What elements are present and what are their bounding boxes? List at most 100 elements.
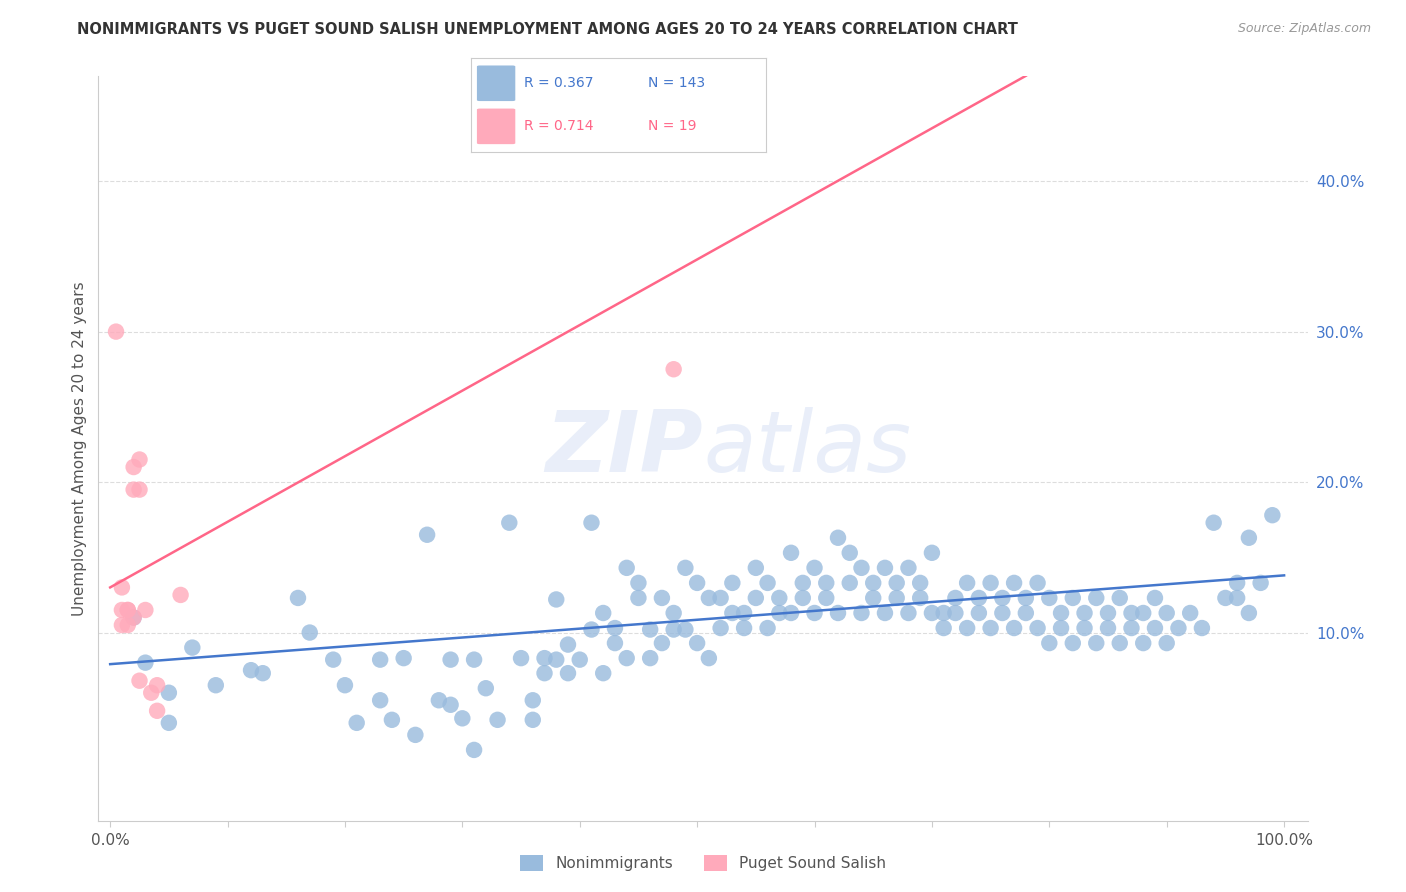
Point: [638, 623, 661, 637]
Point: [122, 483, 145, 497]
Point: [603, 621, 626, 635]
Point: [581, 623, 603, 637]
Point: [404, 728, 426, 742]
Point: [105, 325, 128, 339]
Point: [1237, 606, 1260, 620]
Text: N = 143: N = 143: [648, 77, 706, 90]
Y-axis label: Unemployment Among Ages 20 to 24 years: Unemployment Among Ages 20 to 24 years: [72, 281, 87, 615]
Point: [141, 686, 163, 700]
Point: [117, 603, 139, 617]
Point: [1215, 591, 1237, 605]
Point: [381, 713, 404, 727]
Text: atlas: atlas: [703, 407, 911, 490]
Point: [991, 606, 1014, 620]
Point: [122, 610, 145, 624]
Point: [439, 698, 461, 712]
Point: [252, 666, 274, 681]
Point: [627, 575, 650, 590]
Point: [780, 606, 803, 620]
Point: [1121, 606, 1143, 620]
Point: [815, 591, 838, 605]
Point: [1062, 591, 1084, 605]
Point: [967, 591, 990, 605]
Point: [908, 575, 931, 590]
Point: [1097, 606, 1119, 620]
Point: [697, 651, 720, 665]
Point: [169, 588, 191, 602]
Text: N = 19: N = 19: [648, 120, 696, 133]
Point: [956, 575, 979, 590]
Point: [838, 546, 860, 560]
Point: [815, 575, 838, 590]
Point: [546, 592, 568, 607]
Point: [862, 575, 884, 590]
Point: [1132, 636, 1154, 650]
Point: [522, 713, 544, 727]
Point: [1202, 516, 1225, 530]
Point: [673, 561, 696, 575]
Point: [662, 623, 685, 637]
Point: [721, 606, 744, 620]
Point: [1143, 621, 1166, 635]
Point: [498, 516, 520, 530]
Text: Source: ZipAtlas.com: Source: ZipAtlas.com: [1237, 22, 1371, 36]
Point: [662, 606, 685, 620]
Point: [1226, 575, 1249, 590]
Point: [546, 653, 568, 667]
Point: [1073, 606, 1095, 620]
Point: [157, 686, 180, 700]
Point: [368, 693, 391, 707]
Point: [862, 591, 884, 605]
Point: [117, 618, 139, 632]
Point: [581, 516, 603, 530]
Point: [346, 715, 368, 730]
Point: [122, 460, 145, 475]
Point: [733, 621, 755, 635]
Text: R = 0.367: R = 0.367: [524, 77, 593, 90]
Point: [416, 527, 439, 541]
Point: [627, 591, 650, 605]
Point: [1038, 591, 1060, 605]
Point: [1062, 636, 1084, 650]
Point: [721, 575, 744, 590]
Point: [1121, 621, 1143, 635]
Point: [1085, 636, 1108, 650]
Point: [886, 575, 908, 590]
FancyBboxPatch shape: [477, 109, 516, 145]
Point: [956, 621, 979, 635]
Point: [1167, 621, 1189, 635]
Point: [1026, 575, 1049, 590]
Point: [592, 606, 614, 620]
Point: [333, 678, 356, 692]
Point: [921, 606, 943, 620]
Point: [128, 483, 150, 497]
Point: [792, 575, 814, 590]
Point: [181, 640, 204, 655]
Point: [851, 606, 873, 620]
Point: [486, 713, 509, 727]
Point: [686, 636, 709, 650]
Point: [1156, 636, 1178, 650]
Point: [1015, 606, 1038, 620]
Point: [710, 621, 733, 635]
Point: [616, 561, 638, 575]
Point: [463, 653, 485, 667]
Point: [475, 681, 498, 696]
Point: [662, 362, 685, 376]
Text: NONIMMIGRANTS VS PUGET SOUND SALISH UNEMPLOYMENT AMONG AGES 20 TO 24 YEARS CORRE: NONIMMIGRANTS VS PUGET SOUND SALISH UNEM…: [77, 22, 1018, 37]
Point: [117, 603, 139, 617]
Point: [1180, 606, 1202, 620]
Point: [1191, 621, 1213, 635]
Point: [603, 636, 626, 650]
Point: [1132, 606, 1154, 620]
Point: [1108, 591, 1130, 605]
Point: [134, 603, 156, 617]
Point: [768, 606, 790, 620]
Point: [111, 581, 134, 595]
Point: [1237, 531, 1260, 545]
Point: [427, 693, 450, 707]
Point: [439, 653, 461, 667]
Point: [651, 591, 673, 605]
Point: [287, 591, 309, 605]
Point: [128, 673, 150, 688]
